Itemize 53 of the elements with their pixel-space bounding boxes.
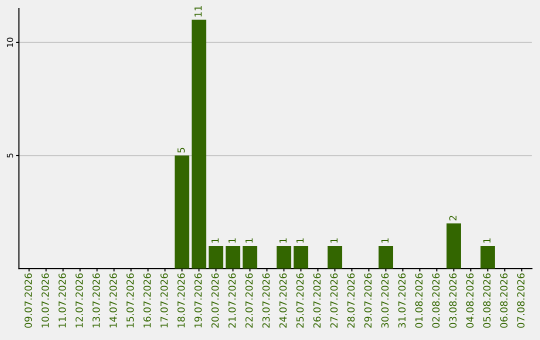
x-tick-label: 20.07.2026 <box>211 273 219 328</box>
x-tick-label: 19.07.2026 <box>194 273 202 328</box>
x-tick-label: 17.07.2026 <box>160 273 168 328</box>
x-tick-label: 26.07.2026 <box>313 273 321 328</box>
data-label: 1 <box>246 238 253 243</box>
bar <box>294 246 308 269</box>
x-tick-label: 07.08.2026 <box>517 273 525 328</box>
x-tick-label: 05.08.2026 <box>483 273 491 328</box>
x-tick-label: 21.07.2026 <box>228 273 236 328</box>
data-label: 1 <box>381 238 388 243</box>
x-tick-label: 13.07.2026 <box>92 273 100 328</box>
data-label: 2 <box>449 216 456 220</box>
data-label: 1 <box>330 238 338 243</box>
data-label: 1 <box>279 238 287 243</box>
x-tick-label: 03.08.2026 <box>449 273 457 328</box>
data-label: 11 <box>194 6 202 16</box>
data-label: 1 <box>296 238 304 243</box>
x-tick-label: 06.08.2026 <box>500 273 508 328</box>
x-tick-label: 29.07.2026 <box>364 273 372 328</box>
data-label: 1 <box>483 238 490 243</box>
data-label: 1 <box>212 238 219 243</box>
x-tick-label: 04.08.2026 <box>466 273 474 328</box>
bar <box>378 246 394 269</box>
bar <box>242 246 258 269</box>
x-tick-label: 01.08.2026 <box>415 273 423 328</box>
data-label: 5 <box>178 148 185 152</box>
x-tick-label: 02.08.2026 <box>432 273 440 328</box>
x-tick-label: 25.07.2026 <box>296 273 304 328</box>
x-tick-label: 22.07.2026 <box>245 273 253 328</box>
bar <box>208 246 224 269</box>
bar <box>480 246 495 269</box>
y-tick-label: 10 <box>6 38 14 47</box>
x-tick-label: 15.07.2026 <box>126 273 134 328</box>
data-label: 1 <box>228 238 236 243</box>
x-tick-label: 10.07.2026 <box>42 273 49 328</box>
bar <box>276 246 292 269</box>
bar <box>446 223 461 269</box>
x-tick-label: 16.07.2026 <box>143 273 151 328</box>
x-tick-label: 24.07.2026 <box>279 273 287 328</box>
x-tick-label: 12.07.2026 <box>76 273 83 328</box>
bar <box>192 20 206 269</box>
bar <box>328 246 342 269</box>
bar <box>174 156 190 269</box>
x-tick-label: 30.07.2026 <box>381 273 389 328</box>
x-tick-label: 11.07.2026 <box>58 273 66 328</box>
x-tick-label: 23.07.2026 <box>262 273 270 328</box>
x-tick-label: 18.07.2026 <box>177 273 185 328</box>
x-tick-label: 27.07.2026 <box>330 273 338 328</box>
x-tick-label: 28.07.2026 <box>347 273 355 328</box>
x-tick-label: 09.07.2026 <box>24 273 32 328</box>
x-tick-label: 31.07.2026 <box>398 273 406 328</box>
bar <box>226 246 240 269</box>
x-tick-label: 14.07.2026 <box>109 273 117 328</box>
